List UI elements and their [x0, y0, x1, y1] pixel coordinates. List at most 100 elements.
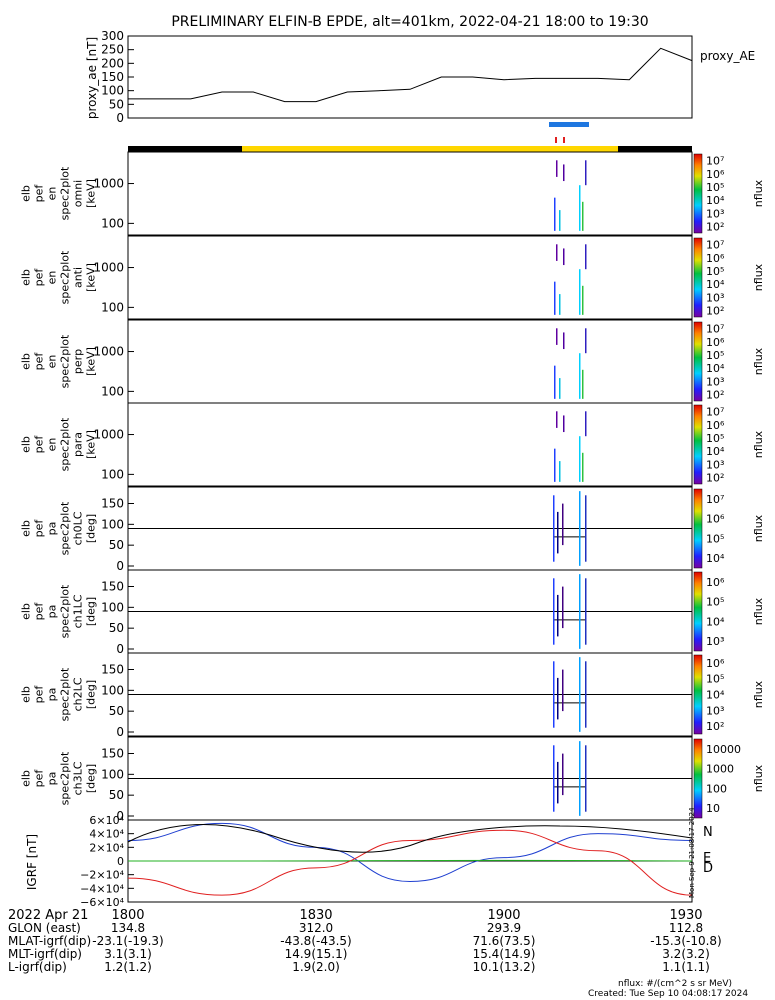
- energy-colorbar-tick: 10⁴: [706, 278, 725, 291]
- pa-colorbar-tick: 10⁴: [706, 552, 725, 565]
- pa-colorbar: [693, 738, 703, 819]
- pa-ytick-label: 0: [116, 559, 124, 573]
- pa-panel-label-line: ch3LC: [72, 761, 85, 795]
- energy-ytick-label: 1000: [93, 428, 124, 442]
- energy-panel-label-line: [keV]: [85, 347, 98, 376]
- pa-panel-3: 0 50 100 150 elb pef pa spec2plot ch3LC [deg] 10 10…: [20, 736, 765, 823]
- energy-ytick-label: 100: [101, 467, 124, 481]
- created-stamp: Created: Tue Sep 10 04:08:17 2024: [588, 989, 748, 999]
- energy-panel-label-line: [keV]: [85, 179, 98, 208]
- spectrogram-pixel: [579, 657, 581, 732]
- pa-ytick-label: 150: [101, 580, 124, 594]
- pa-colorbar: [693, 571, 703, 652]
- pa-colorbar-tick: 10³: [706, 704, 724, 717]
- orbit-bar-dark-start: [128, 146, 242, 152]
- footer-row-label: MLAT-igrf(dip): [8, 934, 91, 948]
- energy-panel-label-line: [keV]: [85, 263, 98, 292]
- science-zone-bar: [549, 122, 589, 127]
- pa-panel-label-line: pef: [33, 769, 46, 788]
- proxy-ae-frame: [127, 35, 693, 119]
- spectrogram-pixel: [554, 281, 556, 315]
- spectrogram-pixel: [563, 248, 565, 266]
- spectrogram-pixel: [553, 661, 555, 728]
- spectrogram-pixel: [582, 452, 584, 482]
- energy-colorbar-tick: 10⁶: [706, 252, 725, 265]
- pa-colorbar-tick: 1000: [706, 763, 734, 776]
- spectrogram-pixel: [585, 411, 587, 437]
- energy-colorbar-label: nflux: [752, 347, 765, 375]
- energy-panel-label-line: elb: [20, 353, 33, 370]
- pa-ytick-label: 100: [101, 517, 124, 531]
- energy-panel-label-line: omni: [72, 180, 85, 207]
- energy-panel-frame: [127, 235, 693, 320]
- pa-panel-label-line: pa: [46, 605, 59, 619]
- spectrogram-pixel: [579, 269, 581, 315]
- energy-panel-label-line: en: [46, 187, 59, 201]
- pa-panel-2: 0 50 100 150 elb pef pa spec2plot ch2LC [deg] 10² 1…: [20, 652, 765, 739]
- pa-colorbar-tick: 10³: [706, 635, 724, 648]
- energy-panel-frame: [127, 402, 693, 487]
- pa-panel-label-line: elb: [20, 686, 33, 703]
- energy-colorbar-tick: 10⁷: [706, 406, 724, 419]
- pa-panel-label-line: ch0LC: [72, 511, 85, 545]
- marker-red-2: [563, 137, 565, 143]
- footer-row-value: 112.8: [669, 921, 703, 935]
- pa-colorbar-tick: 10⁶: [706, 576, 725, 589]
- pa-colorbar-tick: 10⁵: [706, 596, 724, 609]
- pa-colorbar-label: nflux: [752, 514, 765, 542]
- energy-panel-label-line: pef: [33, 352, 46, 371]
- spectrogram-pixel: [563, 332, 565, 350]
- igrf-ytick-label: 2×10⁴: [89, 841, 124, 854]
- energy-colorbar-tick: 10⁷: [706, 239, 724, 252]
- pa-panel-0: 0 50 100 150 elb pef pa spec2plot ch0LC [deg] 10⁴ 1…: [20, 486, 765, 573]
- energy-panel-label-line: elb: [20, 436, 33, 453]
- energy-panel-label-line: elb: [20, 269, 33, 286]
- spectrogram-pixel: [585, 328, 587, 354]
- energy-panel-label-line: elb: [20, 185, 33, 202]
- energy-panel-label-line: anti: [72, 267, 85, 288]
- spectrogram-pixel: [556, 160, 558, 177]
- pa-panel-label-line: [deg]: [85, 764, 98, 793]
- plot-title: PRELIMINARY ELFIN-B EPDE, alt=401km, 202…: [171, 14, 648, 30]
- pa-ytick-label: 100: [101, 767, 124, 781]
- marker-red-1: [555, 137, 557, 143]
- spectrogram-pixel: [557, 511, 559, 554]
- proxy-ae-ylabel: proxy_ae [nT]: [85, 37, 99, 119]
- ae-ytick-label: 50: [109, 97, 124, 111]
- energy-panel-label-line: [keV]: [85, 430, 98, 459]
- pa-panel-label-line: pa: [46, 522, 59, 536]
- energy-colorbar-label: nflux: [752, 179, 765, 207]
- pa-ytick-label: 150: [101, 497, 124, 511]
- pa-panel-label-line: elb: [20, 520, 33, 537]
- footer-row-value: 1.9(2.0): [292, 960, 340, 974]
- spectrogram-pixel: [557, 677, 559, 720]
- energy-panel-label-line: en: [46, 271, 59, 285]
- spectrogram-pixel: [562, 586, 564, 629]
- pa-panel-label-line: pa: [46, 688, 59, 702]
- pa-ytick-label: 50: [109, 538, 124, 552]
- pa-colorbar-tick: 10⁷: [706, 493, 724, 506]
- energy-colorbar-tick: 10³: [706, 375, 724, 388]
- energy-ytick-label: 100: [101, 384, 124, 398]
- energy-panel-label-line: en: [46, 355, 59, 369]
- spectrogram-pixel: [585, 244, 587, 270]
- igrf-ytick-label: 6×10⁴: [89, 814, 124, 827]
- pa-colorbar-tick: 10⁵: [706, 532, 724, 545]
- pa-panel-label-line: ch1LC: [72, 594, 85, 628]
- pa-ytick-label: 0: [116, 725, 124, 739]
- spectrogram-pixel: [554, 197, 556, 231]
- pa-panel-label-line: pef: [33, 519, 46, 538]
- pa-panel-label-line: elb: [20, 770, 33, 787]
- spectrogram-pixel: [585, 745, 587, 812]
- spectrogram-pixel: [563, 415, 565, 433]
- spectrogram-pixel: [556, 244, 558, 261]
- pa-panel-label-line: spec2plot: [59, 751, 72, 805]
- spectrogram-pixel: [579, 574, 581, 649]
- time-tick-1800: 1800: [111, 908, 144, 923]
- ae-ytick-label: 250: [101, 43, 124, 57]
